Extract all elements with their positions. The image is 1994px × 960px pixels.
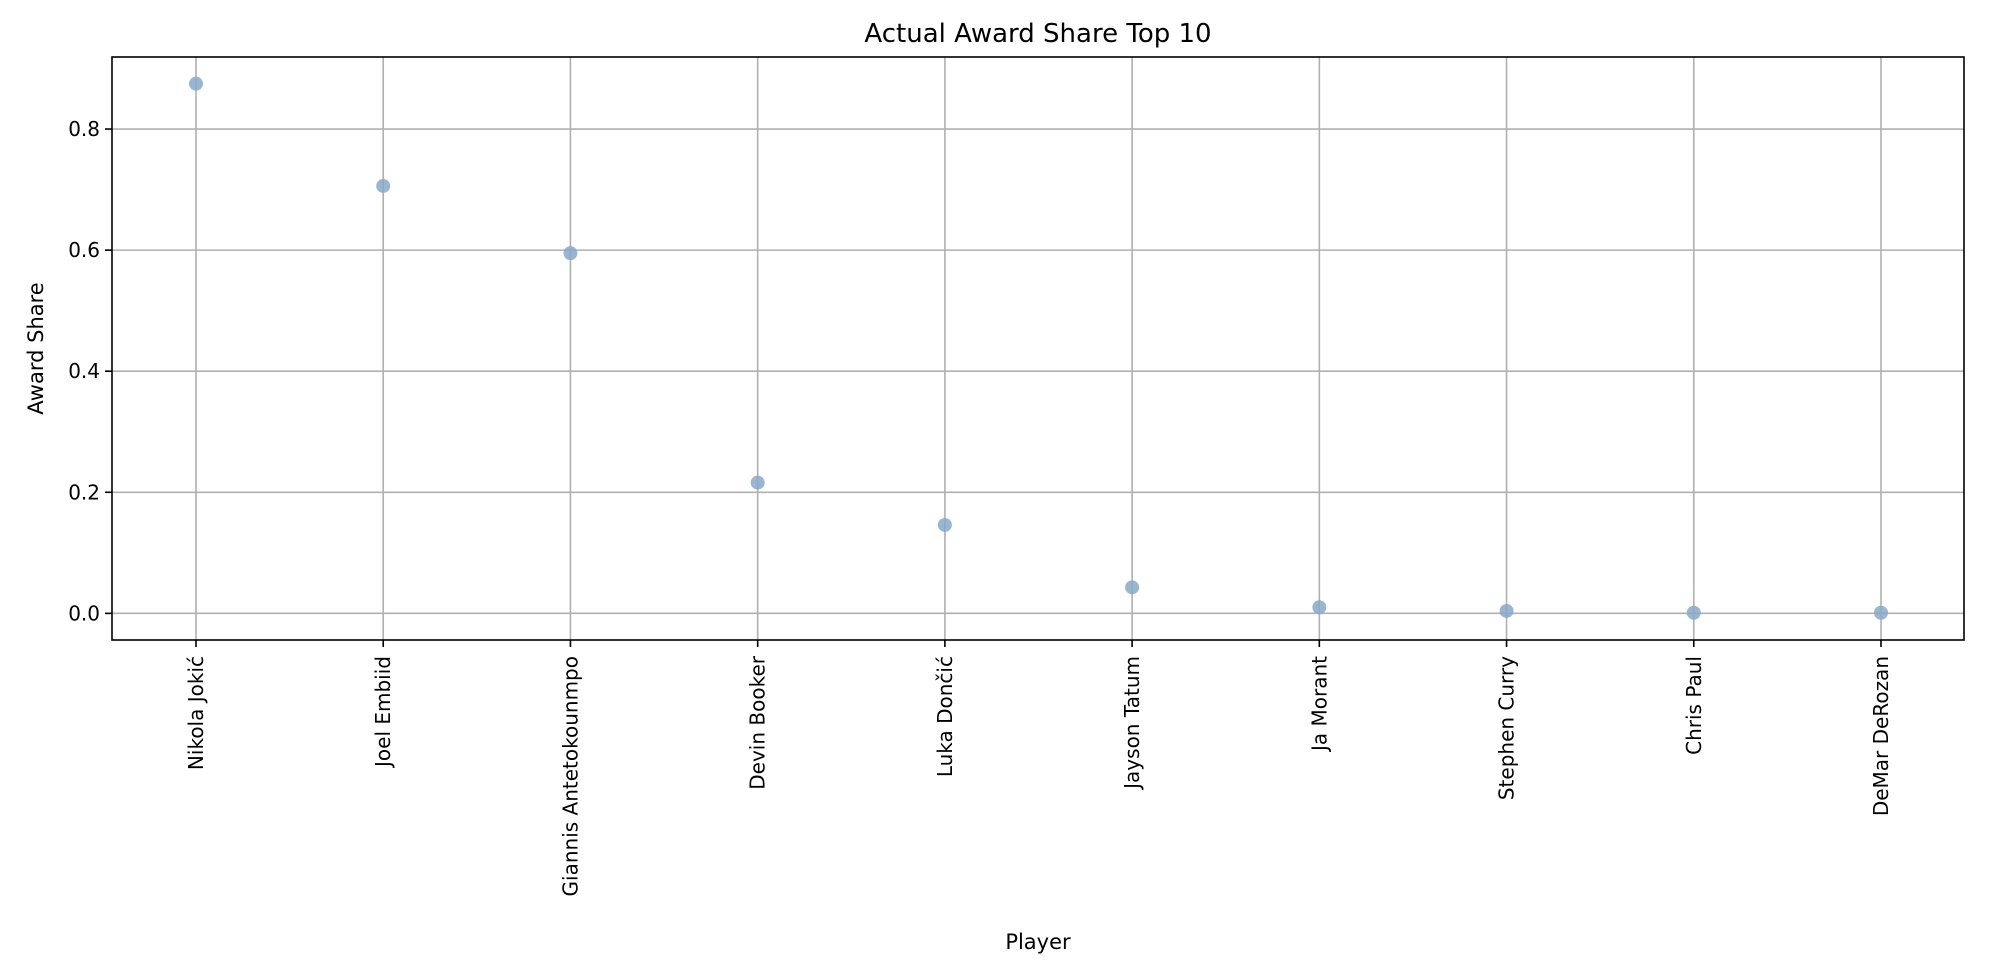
x-tick-label: Ja Morant (1307, 656, 1331, 753)
x-tick-label: Stephen Curry (1495, 656, 1519, 800)
grid (112, 57, 1964, 640)
data-points (189, 76, 1888, 620)
ticks: 0.0 0.2 0.4 0.6 0.8 Nikola Jokić Joel Embiid Gi… (68, 117, 1893, 896)
y-tick-label: 0.4 (68, 359, 100, 383)
data-point (376, 178, 391, 193)
data-point (1125, 580, 1140, 595)
x-tick-label: DeMar DeRozan (1869, 656, 1893, 816)
data-point (1312, 600, 1327, 615)
data-point (750, 475, 765, 490)
data-point (937, 517, 952, 532)
y-tick-label: 0.8 (68, 117, 100, 141)
x-tick-label: Luka Dončić (933, 656, 957, 777)
x-tick-label: Chris Paul (1682, 656, 1706, 755)
data-point (1499, 603, 1514, 618)
data-point (563, 246, 578, 261)
x-tick-label: Nikola Jokić (184, 656, 208, 770)
data-point (189, 76, 203, 91)
data-point (1874, 605, 1888, 620)
y-tick-label: 0.6 (68, 238, 100, 262)
x-tick-label: Joel Embiid (371, 656, 395, 769)
x-tick-label: Devin Booker (746, 655, 770, 789)
x-tick-label: Giannis Antetokounmpo (558, 656, 582, 896)
data-point (1686, 605, 1701, 620)
y-tick-label: 0.0 (68, 601, 100, 625)
y-tick-label: 0.2 (68, 480, 100, 504)
y-axis-label: Award Share (24, 282, 48, 414)
chart-title: Actual Award Share Top 10 (864, 19, 1211, 49)
plot-frame (111, 56, 1965, 641)
x-tick-label: Jayson Tatum (1120, 656, 1144, 791)
x-axis-label: Player (1005, 930, 1071, 954)
